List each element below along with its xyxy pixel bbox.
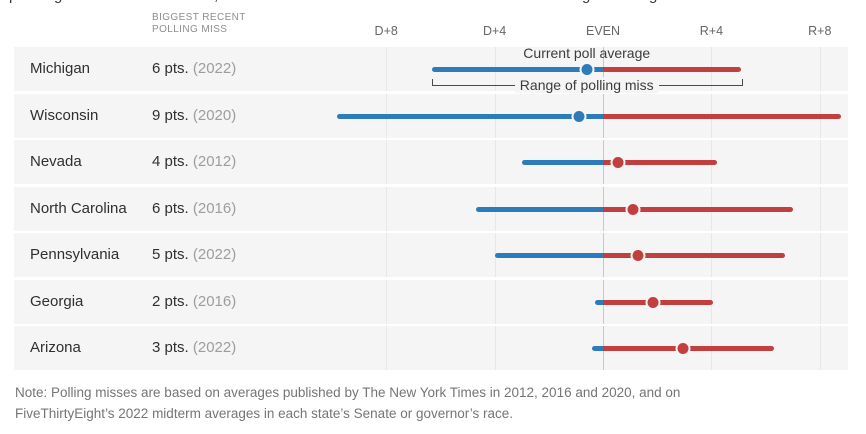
column-header-line2: POLLING MISS bbox=[152, 23, 228, 35]
truncated-text-fragment: , bbox=[214, 0, 218, 3]
gridline-r+8 bbox=[819, 140, 821, 184]
truncated-text-fragment: p bbox=[9, 0, 17, 3]
poll-average-dot bbox=[675, 341, 691, 356]
truncated-top-text: p g, g g bbox=[0, 0, 866, 6]
gridline-d+8 bbox=[386, 233, 388, 277]
polling-miss-year: (2022) bbox=[192, 246, 237, 263]
gridline-d+8 bbox=[386, 47, 388, 91]
gridline-d+8 bbox=[386, 186, 388, 231]
state-row: Michigan 6 pts. (2022) Current poll aver… bbox=[14, 45, 848, 93]
poll-average-dot bbox=[610, 155, 626, 170]
state-label: Pennsylvania bbox=[30, 246, 120, 263]
current-poll-average-annotation: Current poll average bbox=[523, 45, 651, 61]
dem-range-segment bbox=[337, 113, 603, 119]
dem-range-segment bbox=[594, 299, 603, 305]
axis-tick-r+4: R+4 bbox=[699, 24, 724, 38]
gridline-r+8 bbox=[819, 326, 821, 370]
column-header-biggest-recent-polling-miss: BIGGEST RECENT POLLING MISS bbox=[152, 12, 246, 35]
column-header-line1: BIGGEST RECENT bbox=[152, 12, 246, 23]
gridline-d+4 bbox=[494, 140, 496, 184]
polling-miss-label: 9 pts. (2020) bbox=[152, 94, 236, 138]
dem-range-segment bbox=[432, 67, 603, 72]
state-row: Arizona 3 pts. (2022) bbox=[14, 326, 848, 370]
polling-miss-label: 4 pts. (2012) bbox=[152, 140, 236, 184]
dem-range-segment bbox=[494, 253, 603, 258]
poll-average-dot bbox=[630, 248, 646, 263]
gridline-d+8 bbox=[386, 326, 388, 370]
rep-range-segment bbox=[603, 113, 842, 119]
footnote: Note: Polling misses are based on averag… bbox=[15, 383, 680, 424]
axis-tick-even: EVEN bbox=[585, 24, 621, 38]
polling-miss-value: 4 pts. bbox=[152, 153, 189, 170]
polling-miss-value: 6 pts. bbox=[152, 199, 189, 217]
polling-miss-label: 5 pts. (2022) bbox=[152, 233, 236, 277]
dem-range-segment bbox=[475, 206, 603, 212]
range-of-polling-miss-annotation: Range of polling miss bbox=[514, 77, 659, 93]
polling-miss-label: 6 pts. (2016) bbox=[152, 187, 236, 231]
state-label: North Carolina bbox=[30, 199, 127, 217]
gridline-r+8 bbox=[819, 279, 821, 324]
polling-miss-label: 6 pts. (2022) bbox=[152, 47, 236, 91]
polling-miss-value: 6 pts. bbox=[152, 60, 189, 77]
dem-range-segment bbox=[521, 160, 603, 165]
polling-miss-year: (2022) bbox=[192, 60, 237, 77]
gridline-d+8 bbox=[386, 279, 388, 324]
poll-average-dot bbox=[579, 62, 595, 77]
rep-range-segment bbox=[603, 160, 717, 165]
polling-miss-label: 3 pts. (2022) bbox=[152, 326, 236, 370]
polling-miss-label: 2 pts. (2016) bbox=[152, 280, 236, 324]
axis-tick-d+4: D+4 bbox=[482, 24, 507, 38]
gridline-r+8 bbox=[819, 186, 821, 231]
gridline-d+4 bbox=[494, 326, 496, 370]
polling-miss-value: 3 pts. bbox=[152, 339, 189, 356]
state-label: Michigan bbox=[30, 60, 91, 77]
rep-range-segment bbox=[603, 253, 785, 258]
poll-average-dot bbox=[571, 108, 587, 124]
polling-miss-year: (2020) bbox=[192, 106, 237, 124]
gridline-r+8 bbox=[819, 47, 821, 91]
polling-miss-year: (2022) bbox=[192, 339, 237, 356]
rep-range-segment bbox=[603, 206, 793, 212]
gridline-r+8 bbox=[819, 233, 821, 277]
state-row: Georgia 2 pts. (2016) bbox=[14, 279, 848, 324]
gridline-d+8 bbox=[386, 140, 388, 184]
state-label: Wisconsin bbox=[30, 106, 99, 124]
polling-miss-value: 5 pts. bbox=[152, 246, 189, 263]
polling-miss-value: 2 pts. bbox=[152, 292, 189, 310]
polling-miss-year: (2016) bbox=[192, 199, 237, 217]
state-label: Arizona bbox=[30, 339, 81, 356]
polling-miss-value: 9 pts. bbox=[152, 106, 189, 124]
poll-average-dot bbox=[625, 201, 641, 217]
state-label: Nevada bbox=[30, 153, 82, 170]
polling-miss-year: (2016) bbox=[192, 292, 237, 310]
truncated-text-fragment: g bbox=[54, 0, 62, 3]
state-row: North Carolina 6 pts. (2016) bbox=[14, 186, 848, 231]
axis-tick-r+8: R+8 bbox=[808, 24, 832, 38]
truncated-text-fragment: g bbox=[649, 0, 657, 3]
gridline-d+4 bbox=[494, 279, 496, 324]
axis-tick-d+8: D+8 bbox=[374, 24, 398, 38]
truncated-text-fragment: g bbox=[582, 0, 590, 3]
state-row: Pennsylvania 5 pts. (2022) bbox=[14, 233, 848, 277]
dem-range-segment bbox=[592, 346, 603, 351]
rep-range-segment bbox=[603, 67, 742, 72]
state-row: Wisconsin 9 pts. (2020) bbox=[14, 93, 848, 138]
poll-average-dot bbox=[645, 294, 661, 310]
footnote-line1: Note: Polling misses are based on averag… bbox=[15, 385, 681, 400]
state-label: Georgia bbox=[30, 292, 84, 310]
footnote-line2: FiveThirtyEight’s 2022 midterm averages … bbox=[15, 405, 514, 421]
state-row: Nevada 4 pts. (2012) bbox=[14, 140, 848, 184]
polling-miss-year: (2012) bbox=[192, 153, 237, 170]
